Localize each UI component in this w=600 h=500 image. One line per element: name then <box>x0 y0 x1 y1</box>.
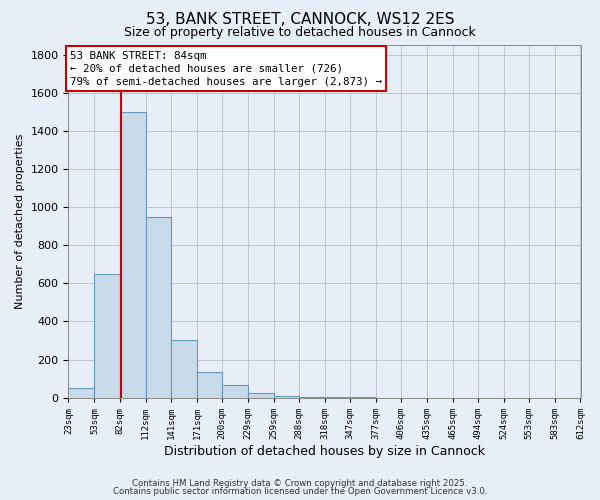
Bar <box>119 112 146 398</box>
Text: 53 BANK STREET: 84sqm
← 20% of detached houses are smaller (726)
79% of semi-det: 53 BANK STREET: 84sqm ← 20% of detached … <box>70 50 382 87</box>
Bar <box>68 388 94 398</box>
X-axis label: Distribution of detached houses by size in Cannock: Distribution of detached houses by size … <box>164 444 485 458</box>
Bar <box>274 396 299 398</box>
Bar <box>171 340 197 398</box>
Text: 53, BANK STREET, CANNOCK, WS12 2ES: 53, BANK STREET, CANNOCK, WS12 2ES <box>146 12 454 28</box>
Y-axis label: Number of detached properties: Number of detached properties <box>15 134 25 309</box>
Text: Contains HM Land Registry data © Crown copyright and database right 2025.: Contains HM Land Registry data © Crown c… <box>132 478 468 488</box>
Text: Contains public sector information licensed under the Open Government Licence v3: Contains public sector information licen… <box>113 487 487 496</box>
Bar <box>146 216 171 398</box>
Bar <box>222 386 248 398</box>
Bar <box>197 372 222 398</box>
Bar <box>94 274 119 398</box>
Bar <box>299 397 325 398</box>
Text: Size of property relative to detached houses in Cannock: Size of property relative to detached ho… <box>124 26 476 39</box>
Bar <box>248 393 274 398</box>
